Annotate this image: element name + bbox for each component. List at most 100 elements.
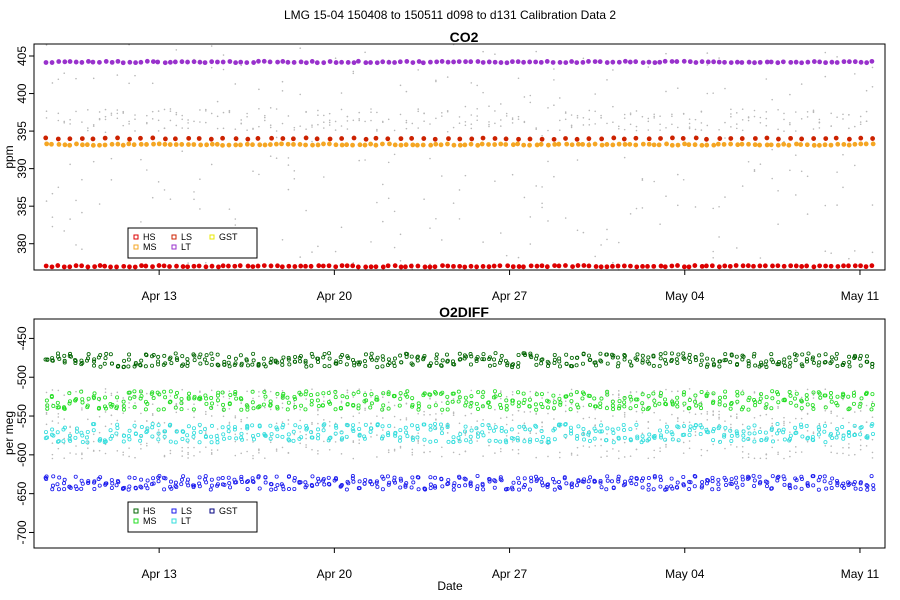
data-point-ls: [511, 480, 516, 485]
y-tick-label: -700: [15, 520, 29, 544]
data-point-ms: [764, 142, 770, 148]
data-point-ls: [505, 486, 510, 491]
data-point-lt: [841, 436, 846, 441]
data-point-ms: [138, 389, 143, 394]
data-point-ls: [363, 478, 368, 483]
data-point-lt: [185, 438, 190, 443]
data-point-lt: [256, 433, 261, 438]
data-point-ms: [220, 390, 225, 395]
data-point-background: [777, 451, 779, 454]
data-point-ms: [717, 402, 722, 407]
data-point-hs: [758, 360, 763, 365]
data-point-hs: [711, 363, 716, 368]
data-point-background: [81, 248, 83, 250]
data-point-ls: [681, 474, 686, 479]
legend-swatch: [171, 508, 177, 514]
data-point-background: [340, 400, 343, 403]
data-point-lt: [327, 436, 332, 441]
data-point-hs: [327, 351, 332, 356]
data-point-lt: [810, 437, 815, 442]
data-point-background: [765, 78, 768, 80]
data-point-background: [69, 118, 71, 121]
data-point-background: [635, 129, 638, 132]
data-point-hs: [62, 353, 67, 358]
data-point-ms: [233, 142, 239, 148]
data-point-lt: [829, 59, 835, 65]
data-point-background: [452, 451, 455, 454]
data-point-ms: [445, 407, 450, 412]
data-point-lt: [775, 60, 781, 66]
data-point-background: [665, 52, 667, 55]
data-point-ms: [846, 142, 852, 148]
data-point-ms: [816, 142, 822, 148]
data-point-background: [700, 401, 703, 403]
data-point-background: [317, 409, 319, 412]
data-point-background: [718, 418, 720, 420]
data-point-ms: [328, 401, 333, 406]
data-point-background: [794, 194, 797, 196]
data-point-background: [240, 418, 243, 421]
data-point-ms: [281, 391, 286, 396]
data-point-lt: [633, 59, 639, 65]
data-point-hs: [622, 353, 627, 358]
data-point-background: [246, 112, 248, 115]
data-point-hs: [544, 264, 550, 270]
data-point-hs: [686, 264, 692, 270]
data-point-ls: [428, 475, 433, 480]
legend-label: HS: [143, 506, 156, 516]
data-point-lt: [592, 59, 598, 65]
data-point-lt: [616, 436, 621, 441]
data-point-background: [269, 390, 272, 393]
data-point-ls: [805, 482, 810, 487]
data-point-background: [446, 399, 449, 401]
data-point-ls: [375, 484, 380, 489]
data-point-background: [134, 420, 136, 423]
data-point-hs: [640, 360, 645, 365]
data-point-ms: [869, 407, 874, 412]
data-point-background: [364, 51, 366, 54]
data-point-background: [358, 442, 361, 445]
data-point-background: [859, 115, 862, 118]
data-point-lt: [202, 427, 207, 432]
data-point-lt: [108, 436, 113, 441]
data-point-ls: [652, 474, 657, 479]
data-point-background: [700, 448, 703, 451]
data-point-background: [210, 449, 213, 451]
data-point-lt: [299, 435, 304, 440]
data-point-background: [435, 217, 437, 220]
data-point-background: [435, 401, 437, 403]
data-point-hs: [663, 351, 668, 356]
data-point-hs: [782, 357, 787, 362]
data-point-ls: [116, 480, 121, 485]
data-point-ls: [428, 486, 433, 491]
data-point-background: [205, 110, 207, 112]
data-point-background: [470, 412, 473, 415]
data-point-ms: [421, 393, 426, 398]
data-point-lt: [635, 434, 640, 439]
data-point-background: [122, 454, 125, 456]
data-point-lt: [380, 434, 385, 439]
data-point-ls: [208, 487, 213, 492]
data-point-ls: [752, 478, 757, 483]
data-point-ls: [292, 476, 297, 481]
data-point-ms: [640, 392, 645, 397]
data-point-lt: [776, 428, 781, 433]
data-point-background: [234, 454, 237, 457]
data-point-hs: [363, 352, 368, 357]
data-point-lt: [669, 59, 675, 64]
data-point-background: [800, 118, 803, 120]
data-point-ms: [226, 142, 232, 148]
data-point-background: [653, 411, 655, 414]
data-point-ms: [799, 398, 804, 403]
data-point-background: [777, 128, 779, 131]
data-point-hs: [49, 264, 55, 270]
data-point-background: [328, 119, 331, 122]
data-point-hs: [847, 360, 852, 365]
data-point-background: [293, 170, 296, 172]
data-point-background: [724, 447, 726, 450]
data-point-background: [794, 111, 797, 113]
data-point-ls: [303, 135, 309, 141]
data-point-hs: [321, 355, 326, 360]
legend-swatch: [133, 508, 139, 514]
data-point-lt: [569, 431, 574, 436]
